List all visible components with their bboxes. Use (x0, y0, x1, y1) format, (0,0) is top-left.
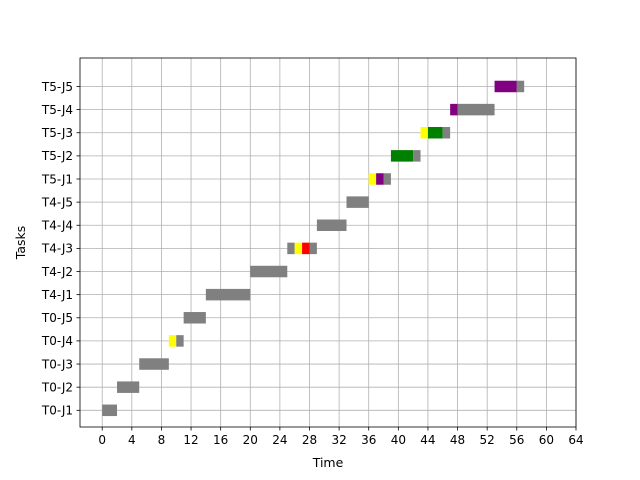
y-tick-label: T4-J2 (41, 265, 73, 279)
task-bar-segment (420, 126, 428, 139)
grid-lines (80, 58, 577, 427)
task-bar-segment (427, 126, 443, 139)
y-tick-label: T0-J1 (41, 404, 73, 418)
task-bar-segment (316, 219, 347, 232)
plot-frame (79, 57, 577, 428)
x-tick-label: 64 (568, 433, 583, 447)
x-tick-label: 36 (361, 433, 376, 447)
task-bar-segment (250, 265, 288, 278)
task-bar-segment (168, 335, 177, 347)
task-bar-segment (383, 173, 391, 185)
task-bar-segment (346, 196, 369, 208)
x-tick-label: 44 (420, 433, 435, 447)
y-axis-ticks: T0-J1 T0-J2 T0-J3 T0-J4 T0-J5 T4-J1 T4-J2 T4-J3… (41, 80, 80, 418)
task-bar-segment (516, 80, 525, 93)
task-bar-segment (302, 242, 310, 255)
y-tick-label: T4-J1 (41, 288, 73, 302)
y-tick-label: T4-J5 (41, 195, 73, 209)
x-tick-label: 4 (128, 433, 136, 447)
y-tick-label: T0-J2 (41, 380, 73, 394)
task-bar-segment (183, 312, 206, 324)
x-tick-label: 32 (331, 433, 346, 447)
y-axis-label: Tasks (13, 226, 28, 261)
task-bar-segment (442, 126, 451, 139)
task-bar-segment (309, 242, 317, 255)
task-bar-segment (294, 242, 303, 255)
x-tick-label: 60 (539, 433, 554, 447)
task-bar-segment (287, 242, 295, 255)
task-bar-segment (205, 288, 251, 301)
task-bar-segment (139, 358, 169, 370)
y-tick-label: T5-J2 (41, 149, 73, 163)
task-bar-segment (117, 381, 140, 393)
x-axis-ticks: 0 4 8 12 16 20 24 28 32 36 40 44 48 52 56 60 64 (98, 427, 584, 447)
plot-area-background (80, 58, 576, 427)
y-tick-label: T0-J4 (41, 334, 73, 348)
y-tick-label: T5-J3 (41, 126, 73, 140)
task-bar-segment (368, 173, 377, 185)
task-bar-segment (413, 150, 421, 162)
x-tick-label: 16 (213, 433, 228, 447)
y-tick-label: T4-J4 (41, 219, 73, 233)
y-tick-label: T4-J3 (41, 242, 73, 256)
x-tick-label: 40 (391, 433, 406, 447)
task-segments (102, 80, 525, 417)
x-tick-label: 20 (243, 433, 258, 447)
x-tick-label: 24 (272, 433, 287, 447)
task-bar-segment (457, 103, 495, 116)
task-bar-segment (102, 404, 118, 417)
x-tick-label: 12 (183, 433, 198, 447)
task-bar-segment (494, 80, 517, 93)
task-bar-segment (376, 173, 384, 185)
task-bar-segment (390, 150, 414, 162)
x-tick-label: 28 (302, 433, 317, 447)
x-tick-label: 48 (450, 433, 465, 447)
x-tick-label: 0 (98, 433, 106, 447)
x-tick-label: 8 (158, 433, 166, 447)
task-bar-segment (450, 103, 458, 116)
y-tick-label: T5-J1 (41, 172, 73, 186)
y-tick-label: T5-J5 (41, 80, 73, 94)
y-tick-label: T0-J3 (41, 357, 73, 371)
y-tick-label: T5-J4 (41, 103, 73, 117)
x-tick-label: 56 (509, 433, 524, 447)
y-tick-label: T0-J5 (41, 311, 73, 325)
x-axis-label: Time (312, 455, 344, 470)
task-bar-segment (176, 335, 184, 347)
x-tick-label: 52 (480, 433, 495, 447)
